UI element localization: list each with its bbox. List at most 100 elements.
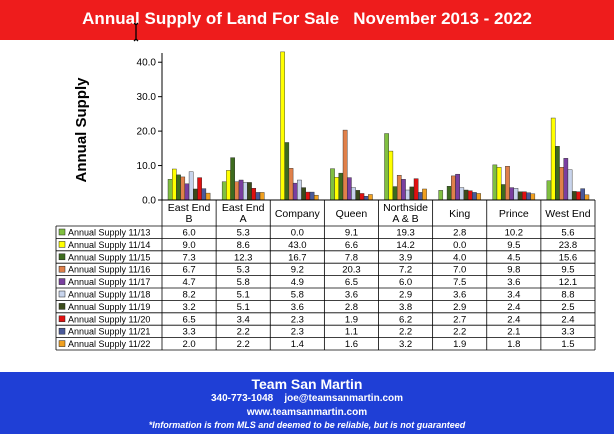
x-tick-label: B [186,213,193,225]
footer-company-name: Team San Martin [251,376,363,392]
data-label: 2.0 [182,339,195,350]
y-tick-label: 0.0 [142,196,156,207]
bar [546,180,552,201]
data-label: 3.2 [182,302,195,313]
bar [559,167,564,201]
footer: Team San Martin 340-773-1048 joe@teamsan… [0,372,614,434]
bar [388,150,394,201]
data-label: 9.8 [507,265,520,276]
legend-entry: Annual Supply 11/21 [68,327,150,337]
legend-entry: Annual Supply 11/20 [68,314,150,324]
data-label: 4.5 [507,252,520,263]
bar [550,117,556,201]
data-label: 3.6 [345,290,358,301]
data-label: 2.3 [291,314,304,325]
bar [172,168,177,201]
data-label: 9.5 [507,240,520,251]
footer-email[interactable]: joe@teamsanmartin.com [284,393,404,404]
data-label: 2.2 [237,327,250,338]
data-label: 1.6 [345,339,358,350]
bar [526,192,531,201]
data-label: 9.2 [291,265,304,276]
x-tick-label: King [449,208,470,220]
bar [305,191,311,201]
data-label: 6.5 [345,277,358,288]
data-label: 4.9 [291,277,304,288]
bar [446,186,452,201]
bar [459,187,465,201]
legend-swatch [58,253,66,261]
bar [509,187,515,201]
data-label: 1.8 [507,339,520,350]
data-label: 3.2 [399,339,412,350]
bar [351,187,356,201]
bar [347,177,352,201]
legend-swatch [58,303,66,310]
data-label: 6.2 [399,314,412,325]
bar [422,188,427,201]
bar [251,188,257,201]
y-tick-label: 30.0 [137,92,157,103]
data-label: 5.8 [237,277,250,288]
bar [205,192,211,201]
data-label: 7.3 [182,252,195,263]
x-tick-label: West End [545,208,590,220]
data-label: 0.0 [291,228,304,239]
legend-entry: Annual Supply 11/13 [68,228,150,238]
data-label: 3.6 [453,290,466,301]
footer-website[interactable]: www.teamsanmartin.com [246,407,368,418]
data-label: 19.3 [396,228,415,239]
bar [188,171,194,201]
bar [463,189,469,201]
legend-swatch [58,241,66,248]
data-label: 5.6 [561,228,574,239]
bar [197,177,202,201]
bar [280,51,285,201]
data-label: 4.7 [182,277,195,288]
bar [288,168,294,201]
data-label: 8.2 [182,290,195,301]
bar [359,193,365,201]
bar [338,172,344,201]
x-tick-label: East End [168,202,211,214]
bar [180,176,186,201]
bar [284,142,290,201]
data-label: 8.8 [561,290,574,301]
x-tick-label: Northside [383,202,428,214]
bar [413,178,419,201]
bar [472,192,477,201]
bar [580,188,585,201]
bar [247,182,252,201]
bar [259,192,265,201]
legend-swatch [58,228,66,236]
footer-contact: 340-773-1048 joe@teamsanmartin.com [0,393,614,404]
bar [193,188,198,201]
bar [555,146,560,201]
data-label: 5.1 [237,290,250,301]
chart: 0.0 10.0 20.0 30.0 40.0 Annual Supply East E… [55,51,596,351]
data-label: 7.2 [399,265,412,276]
bar [201,188,207,201]
bar [576,191,581,201]
bar [342,129,348,201]
data-label: 2.1 [507,327,520,338]
data-label: 5.3 [237,265,250,276]
data-label: 2.8 [453,228,466,239]
data-label: 2.8 [345,302,358,313]
legend-entry: Annual Supply 11/19 [68,302,150,312]
bar [496,167,502,201]
data-label: 12.3 [234,252,253,263]
bar [384,133,389,201]
bar [226,170,231,201]
legend-entry: Annual Supply 11/18 [68,290,150,300]
bar [476,193,481,201]
title-bar: Annual Supply of Land For Sale November … [0,0,614,40]
legend-swatch [58,278,66,285]
bar [492,164,498,201]
data-label: 3.4 [237,314,250,325]
bar [368,194,373,201]
data-label: 14.2 [396,240,415,251]
bar [467,190,473,201]
footer-phone: 340-773-1048 [210,393,274,404]
bar [392,186,398,201]
